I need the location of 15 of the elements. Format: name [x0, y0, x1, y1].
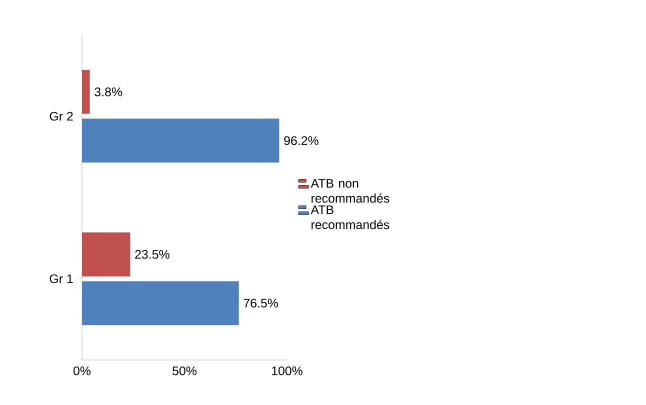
data-label: 3.8%	[94, 87, 122, 96]
legend-label: ATB recommandés	[310, 205, 390, 230]
bar	[82, 232, 130, 276]
y-tick-label: Gr 2	[50, 112, 73, 121]
bar	[82, 281, 239, 326]
x-tick-label: 50%	[172, 366, 197, 376]
bar	[82, 70, 90, 114]
data-label: 96.2%	[284, 136, 318, 146]
data-label: 76.5%	[244, 298, 278, 308]
x-tick-label: 100%	[272, 366, 302, 376]
bar	[82, 118, 280, 163]
x-tick-label: 0%	[73, 366, 91, 376]
data-label: 23.5%	[135, 250, 170, 259]
legend-label: ATB non recommandés	[310, 179, 390, 203]
y-tick-label: Gr 1	[50, 274, 73, 284]
